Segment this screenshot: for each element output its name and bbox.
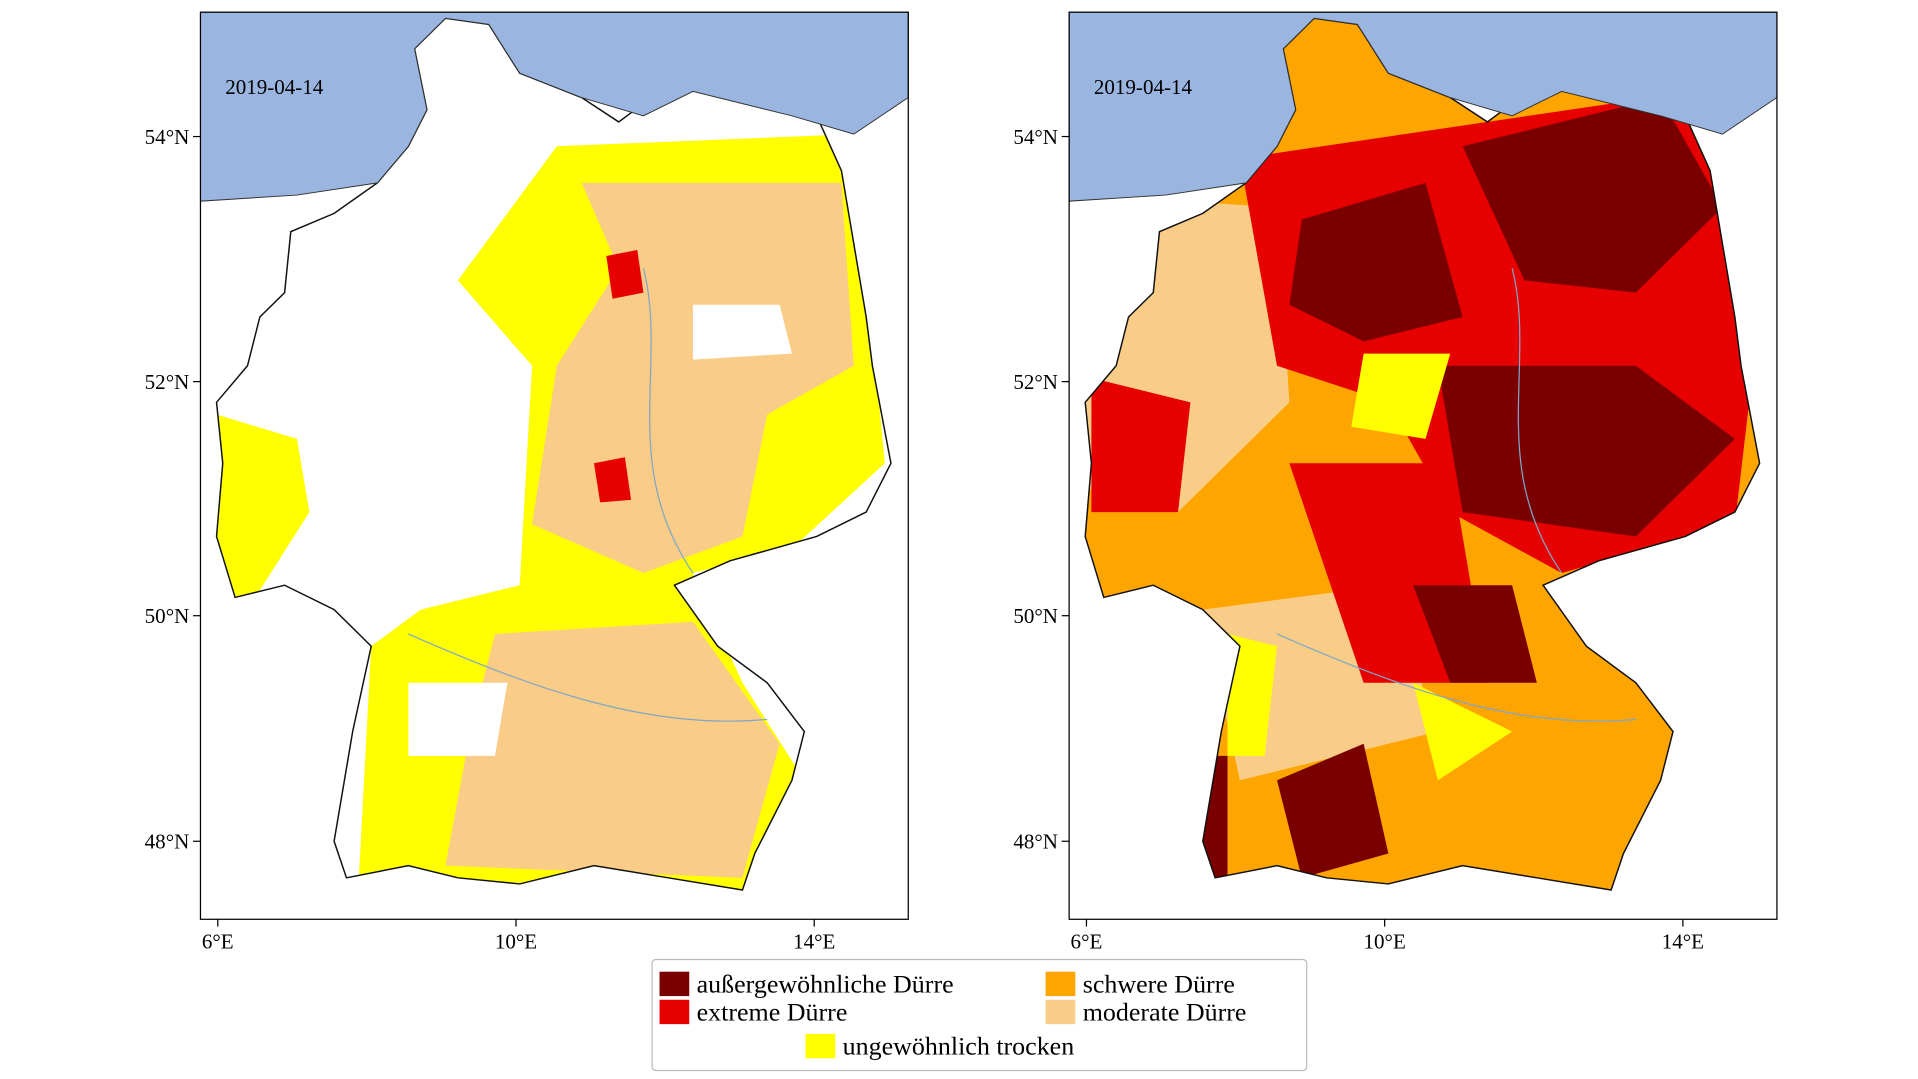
- lat-label: 52°N: [145, 370, 190, 394]
- map-date: 2019-04-14: [1094, 75, 1193, 99]
- map-frame: [199, 11, 909, 920]
- drought-area: [1227, 633, 1278, 756]
- lon-label: 14°E: [1662, 930, 1704, 954]
- sea: [199, 11, 909, 202]
- legend-label: extreme Dürre: [697, 998, 848, 1027]
- drought-area: [692, 304, 792, 360]
- drought-area: [408, 682, 508, 756]
- drought-area: [216, 414, 310, 610]
- drought-area: [1091, 377, 1191, 513]
- drought-area: [1277, 743, 1389, 878]
- germany: [1085, 18, 1760, 891]
- drought-area: [1437, 365, 1735, 537]
- drought-area: [1351, 353, 1451, 439]
- drought-area: [445, 621, 780, 878]
- drought-area: [606, 249, 644, 299]
- germany: [216, 18, 891, 891]
- lat-label: 54°N: [1013, 125, 1058, 149]
- legend-swatch: [659, 971, 690, 997]
- lat-label: 50°N: [1013, 604, 1058, 628]
- drought-area: [1413, 585, 1537, 683]
- lat-label: 52°N: [1013, 370, 1058, 394]
- drought-area: [1289, 182, 1463, 342]
- lon-label: 6°E: [202, 930, 234, 954]
- legend-label: moderate Dürre: [1083, 998, 1247, 1027]
- drought-area: [1462, 97, 1723, 293]
- legend-label: außergewöhnliche Dürre: [697, 970, 954, 999]
- map-panel: 2019-04-14 54°N 52°N 50°N 48°N 6°E 10°E 14°E: [145, 11, 909, 954]
- germany-border: [215, 17, 892, 891]
- legend-swatch: [805, 1033, 836, 1059]
- river: [1276, 268, 1636, 722]
- legend-label: ungewöhnlich trocken: [843, 1032, 1075, 1061]
- lat-label: 48°N: [145, 830, 190, 854]
- drought-area: [593, 457, 632, 503]
- drought-area: [1413, 682, 1513, 781]
- lon-label: 14°E: [793, 930, 835, 954]
- river: [408, 268, 768, 722]
- legend-label: schwere Dürre: [1083, 970, 1235, 999]
- lat-label: 48°N: [1013, 830, 1058, 854]
- lon-label: 6°E: [1071, 930, 1103, 954]
- map-date: 2019-04-14: [225, 75, 324, 99]
- lon-label: 10°E: [495, 930, 537, 954]
- germany-border: [1084, 17, 1761, 891]
- map-frame: [1068, 11, 1778, 920]
- legend-swatch: [659, 999, 690, 1025]
- sea: [1068, 11, 1778, 202]
- legend-swatch: [1045, 999, 1076, 1025]
- lat-label: 54°N: [145, 125, 190, 149]
- lat-label: 50°N: [145, 604, 190, 628]
- map-panel: 2019-04-14 54°N 52°N 50°N 48°N 6°E 10°E 14°E: [1013, 11, 1778, 954]
- legend-swatch: [1045, 971, 1076, 997]
- lon-label: 10°E: [1364, 930, 1406, 954]
